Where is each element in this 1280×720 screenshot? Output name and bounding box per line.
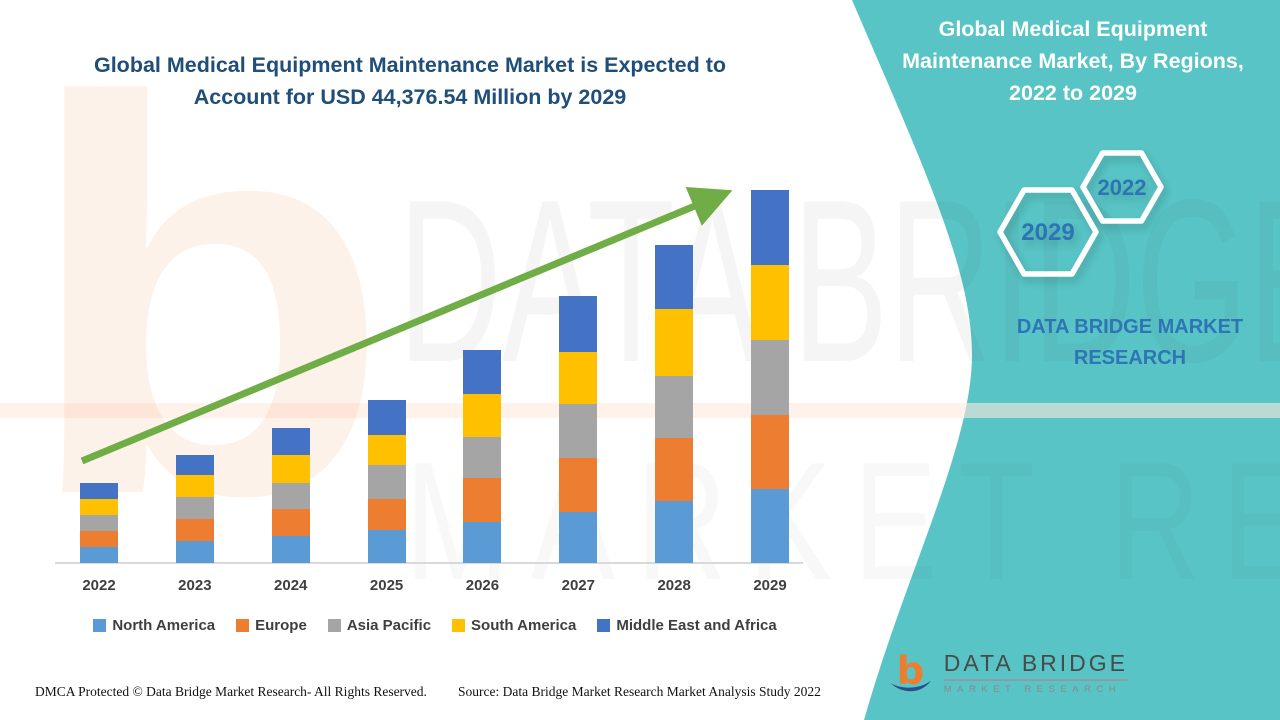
hexagon-2022-label: 2022 bbox=[1098, 175, 1147, 200]
bar-segment-2024-north-america bbox=[271, 536, 310, 563]
bar-segment-2022-europe bbox=[80, 531, 118, 547]
chart-legend: North America Europe Asia Pacific South Ame… bbox=[55, 617, 815, 634]
data-bridge-logo: b DATA BRIDGE MARKET RESEARCH bbox=[888, 634, 1128, 710]
bar-segment-2029-europe bbox=[751, 415, 790, 489]
bar-segment-2025-north-america bbox=[367, 530, 406, 563]
legend-label: Asia Pacific bbox=[346, 617, 432, 634]
bar-segment-2022-middle-east-and-africa bbox=[80, 483, 118, 499]
hexagon-2029-label: 2029 bbox=[1021, 219, 1074, 246]
bar-segment-2025-europe bbox=[367, 499, 406, 530]
bar-segment-2024-south-america bbox=[271, 455, 310, 483]
bar-segment-2026-north-america bbox=[463, 522, 502, 563]
bar-segment-2023-middle-east-and-africa bbox=[175, 455, 214, 475]
legend-swatch-icon bbox=[236, 619, 250, 632]
bar-segment-2024-europe bbox=[271, 509, 310, 536]
bar-segment-2023-asia-pacific bbox=[175, 497, 214, 519]
bar-segment-2027-south-america bbox=[559, 352, 598, 404]
bar-segment-2026-asia-pacific bbox=[463, 437, 502, 478]
legend-swatch-icon bbox=[452, 619, 466, 632]
bar-segment-2028-south-america bbox=[655, 309, 694, 376]
bar-segment-2025-south-america bbox=[367, 435, 406, 465]
svg-text:b: b bbox=[897, 648, 925, 693]
logo-b-mark-icon: b bbox=[890, 648, 931, 693]
x-axis-label-2026: 2026 bbox=[465, 577, 500, 594]
bar-segment-2028-asia-pacific bbox=[655, 376, 694, 438]
hexagon-2029-icon: 2029 bbox=[997, 187, 1099, 277]
x-axis-line bbox=[55, 562, 803, 564]
bar-segment-2026-europe bbox=[463, 478, 502, 522]
bar-segment-2024-middle-east-and-africa bbox=[271, 428, 310, 455]
bar-segment-2023-europe bbox=[175, 519, 214, 541]
bar-segment-2026-south-america bbox=[463, 394, 502, 437]
bar-segment-2029-south-america bbox=[751, 265, 790, 340]
bar-segment-2028-north-america bbox=[655, 501, 694, 563]
bar-segment-2024-asia-pacific bbox=[271, 483, 310, 509]
bar-segment-2027-asia-pacific bbox=[559, 404, 598, 458]
x-axis-label-2022: 2022 bbox=[82, 577, 116, 594]
x-axis-label-2027: 2027 bbox=[561, 577, 595, 594]
brand-text: DATA BRIDGE MARKET RESEARCH bbox=[1016, 316, 1244, 369]
bar-segment-2028-middle-east-and-africa bbox=[655, 245, 694, 309]
logo-subtitle: MARKET RESEARCH bbox=[943, 683, 1122, 695]
bar-segment-2023-south-america bbox=[175, 475, 214, 497]
bar-segment-2022-north-america bbox=[80, 547, 118, 563]
legend-item-europe: Europe bbox=[236, 617, 307, 634]
legend-swatch-icon bbox=[597, 619, 611, 632]
hexagon-badges: 2022 2029 bbox=[997, 150, 1164, 277]
bar-segment-2023-north-america bbox=[175, 541, 214, 563]
hexagon-2022-icon: 2022 bbox=[1080, 150, 1164, 224]
bar-segment-2022-south-america bbox=[80, 499, 118, 515]
footer-dmca-text: DMCA Protected © Data Bridge Market Rese… bbox=[35, 684, 427, 699]
legend-item-asia-pacific: Asia Pacific bbox=[327, 617, 432, 634]
bar-segment-2022-asia-pacific bbox=[80, 515, 118, 531]
panel-title: Global Medical Equipment Maintenance Mar… bbox=[902, 17, 1244, 105]
legend-item-north-america: North America bbox=[93, 617, 215, 634]
bar-segment-2028-europe bbox=[655, 438, 694, 501]
footer-source-text: Source: Data Bridge Market Research Mark… bbox=[458, 684, 821, 699]
teal-panel-shape bbox=[852, 0, 1280, 720]
x-axis-label-2025: 2025 bbox=[369, 577, 404, 594]
legend-swatch-icon bbox=[327, 619, 341, 632]
logo-text-block: DATA BRIDGE MARKET RESEARCH bbox=[943, 650, 1128, 695]
legend-label: North America bbox=[112, 617, 216, 634]
page-title: Global Medical Equipment Maintenance Mar… bbox=[93, 53, 726, 109]
bar-segment-2027-middle-east-and-africa bbox=[559, 296, 598, 352]
logo-title: DATA BRIDGE bbox=[943, 650, 1128, 681]
legend-label: South America bbox=[471, 617, 577, 634]
legend-label: Middle East and Africa bbox=[616, 617, 777, 634]
x-axis-label-2028: 2028 bbox=[657, 577, 691, 594]
bar-segment-2029-middle-east-and-africa bbox=[751, 190, 790, 265]
bar-segment-2027-europe bbox=[559, 458, 598, 512]
legend-label: Europe bbox=[255, 617, 307, 634]
bar-segment-2025-middle-east-and-africa bbox=[367, 400, 406, 435]
x-axis-label-2024: 2024 bbox=[274, 577, 308, 594]
bar-segment-2027-north-america bbox=[559, 512, 598, 563]
legend-item-south-america: South America bbox=[452, 617, 576, 634]
x-axis-label-2023: 2023 bbox=[178, 577, 212, 594]
legend-swatch-icon bbox=[93, 619, 107, 632]
bar-segment-2025-asia-pacific bbox=[367, 465, 406, 499]
legend-item-middle-east-and-africa: Middle East and Africa bbox=[597, 617, 777, 634]
bar-segment-2029-asia-pacific bbox=[751, 340, 790, 415]
bar-segment-2029-north-america bbox=[751, 489, 790, 563]
bar-segment-2026-middle-east-and-africa bbox=[463, 350, 502, 394]
x-axis-label-2029: 2029 bbox=[753, 577, 787, 594]
